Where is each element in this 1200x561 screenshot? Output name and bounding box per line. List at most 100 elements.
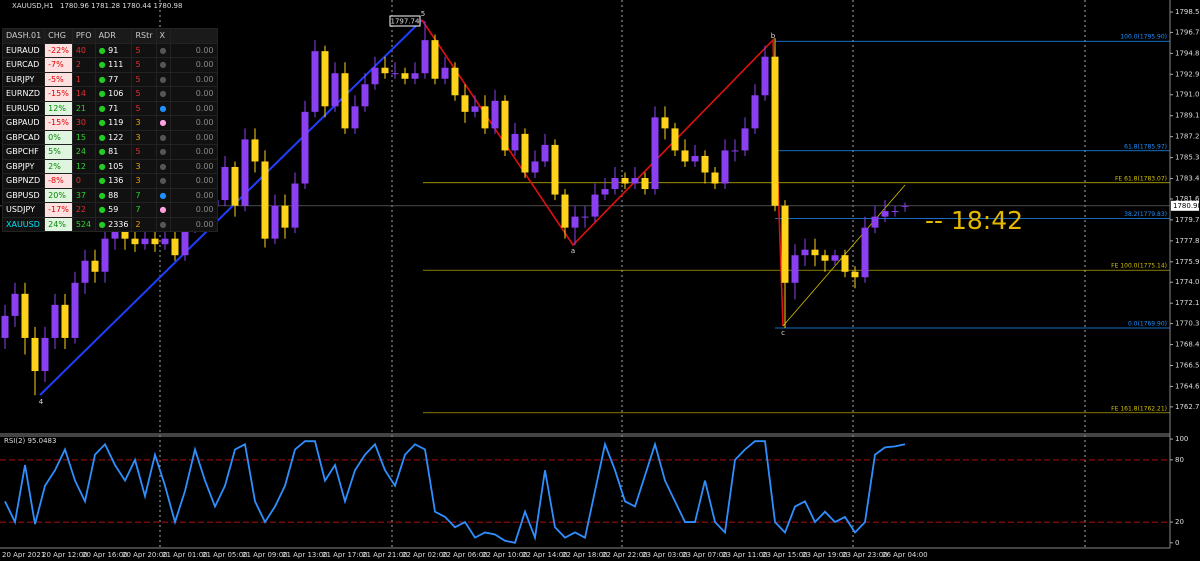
y-tick-label: 1785.35 bbox=[1175, 154, 1200, 162]
x-tick-label: 21 Apr 17:00 bbox=[322, 551, 368, 559]
dot: ● bbox=[155, 71, 171, 87]
candle-body bbox=[451, 67, 459, 96]
dashboard-row: EURNZD -15% 14 ● 106 5 ● 0.00 bbox=[1, 86, 218, 102]
symbol: XAUUSD,H1 bbox=[12, 2, 54, 10]
dashboard-row: GBPCHF 5% 24 ● 81 5 ● 0.00 bbox=[1, 144, 218, 160]
adr: ● 122 bbox=[94, 129, 133, 145]
change: -15% bbox=[44, 86, 73, 102]
wave-label: 4 bbox=[39, 398, 44, 406]
candle-body bbox=[41, 337, 49, 372]
value: 0.00 bbox=[169, 71, 218, 87]
dot: ● bbox=[155, 100, 171, 116]
y-tick-label: 1789.15 bbox=[1175, 112, 1200, 120]
column-header: PFO bbox=[71, 28, 96, 44]
pfo: 14 bbox=[71, 86, 96, 102]
candle-body bbox=[691, 155, 699, 162]
rstr: 2 bbox=[131, 216, 157, 232]
x-tick-label: 23 Apr 03:00 bbox=[642, 551, 688, 559]
candle-body bbox=[431, 40, 439, 79]
price-tag bbox=[1171, 200, 1199, 211]
candle-body bbox=[171, 238, 179, 256]
y-tick-label: 1798.55 bbox=[1175, 8, 1200, 16]
value: 0.00 bbox=[169, 86, 218, 102]
candle-body bbox=[561, 194, 569, 228]
x-tick-label: 21 Apr 13:00 bbox=[282, 551, 328, 559]
candle-body bbox=[821, 255, 829, 261]
rsi-title: RSI(2) 95.0483 bbox=[4, 437, 56, 445]
candle-body bbox=[841, 255, 849, 272]
adr: ● 71 bbox=[94, 100, 133, 116]
candle-body bbox=[591, 194, 599, 217]
x-tick-label: 21 Apr 21:00 bbox=[362, 551, 408, 559]
pair: XAUUSD bbox=[1, 216, 46, 232]
pair: GBPUSD bbox=[1, 187, 46, 203]
candle-body bbox=[151, 238, 159, 245]
candle-body bbox=[441, 67, 449, 79]
rsi-line bbox=[4, 440, 906, 544]
y-tick-label: 1777.80 bbox=[1175, 237, 1200, 245]
x-tick-label: 23 Apr 19:00 bbox=[802, 551, 848, 559]
wave-label: a bbox=[571, 247, 575, 255]
rstr: 5 bbox=[131, 71, 157, 87]
pfo: 22 bbox=[71, 202, 96, 218]
x-tick-label: 20 Apr 20:00 bbox=[122, 551, 168, 559]
column-header: RStr bbox=[131, 28, 157, 44]
candle-body bbox=[711, 172, 719, 184]
pfo: 524 bbox=[71, 216, 96, 232]
fib-label: 61.8(1785.97) bbox=[1124, 143, 1167, 150]
candle-body bbox=[881, 211, 889, 217]
candle-body bbox=[771, 56, 779, 206]
candle-body bbox=[511, 133, 519, 151]
pfo: 21 bbox=[71, 100, 96, 116]
y-tick-label: 1779.70 bbox=[1175, 216, 1200, 224]
candle-body bbox=[321, 51, 329, 107]
wave-line bbox=[39, 19, 423, 396]
y-tick-label: 1794.80 bbox=[1175, 49, 1200, 57]
rstr: 5 bbox=[131, 57, 157, 73]
y-tick-label: 1791.05 bbox=[1175, 91, 1200, 99]
dashboard-row: GBPNZD -8% 0 ● 136 3 ● 0.00 bbox=[1, 173, 218, 189]
dot: ● bbox=[155, 42, 171, 58]
candle-body bbox=[611, 178, 619, 190]
candle-body bbox=[651, 117, 659, 190]
wave-label: 5 bbox=[421, 10, 425, 18]
dot: ● bbox=[155, 173, 171, 189]
candle-body bbox=[671, 128, 679, 151]
candle-body bbox=[791, 255, 799, 283]
x-tick-label: 22 Apr 18:00 bbox=[562, 551, 608, 559]
peak-price: 1797.74 bbox=[391, 18, 420, 26]
y-tick-label: 100 bbox=[1175, 435, 1188, 443]
wave-label: c bbox=[781, 329, 785, 337]
dot: ● bbox=[155, 202, 171, 218]
change: -8% bbox=[44, 173, 73, 189]
x-tick-label: 22 Apr 14:00 bbox=[522, 551, 568, 559]
column-header: CHG bbox=[44, 28, 73, 44]
candle-body bbox=[371, 67, 379, 85]
adr: ● 106 bbox=[94, 86, 133, 102]
y-tick-label: 1764.60 bbox=[1175, 382, 1200, 390]
y-tick-label: 80 bbox=[1175, 456, 1184, 464]
dot: ● bbox=[155, 115, 171, 131]
candle-body bbox=[71, 282, 79, 338]
pair: GBPNZD bbox=[1, 173, 46, 189]
y-tick-label: 20 bbox=[1175, 518, 1184, 526]
x-tick-label: 22 Apr 06:00 bbox=[442, 551, 488, 559]
pfo: 1 bbox=[71, 71, 96, 87]
candle-body bbox=[21, 293, 29, 338]
candle-body bbox=[131, 238, 139, 245]
dashboard-row: EURJPY -5% 1 ● 77 5 ● 0.00 bbox=[1, 71, 218, 87]
candle-body bbox=[261, 161, 269, 239]
adr: ● 105 bbox=[94, 158, 133, 174]
adr: ● 136 bbox=[94, 173, 133, 189]
pfo: 30 bbox=[71, 115, 96, 131]
candle-body bbox=[351, 106, 359, 129]
candle-body bbox=[231, 166, 239, 206]
candle-body bbox=[731, 150, 739, 152]
candle-body bbox=[461, 95, 469, 112]
pfo: 2 bbox=[71, 57, 96, 73]
candle-body bbox=[281, 205, 289, 228]
dashboard-header: DASH.01 CHG PFO ADR RStr X bbox=[1, 28, 218, 44]
x-tick-label: 23 Apr 15:00 bbox=[762, 551, 808, 559]
x-tick-label: 23 Apr 11:00 bbox=[722, 551, 768, 559]
